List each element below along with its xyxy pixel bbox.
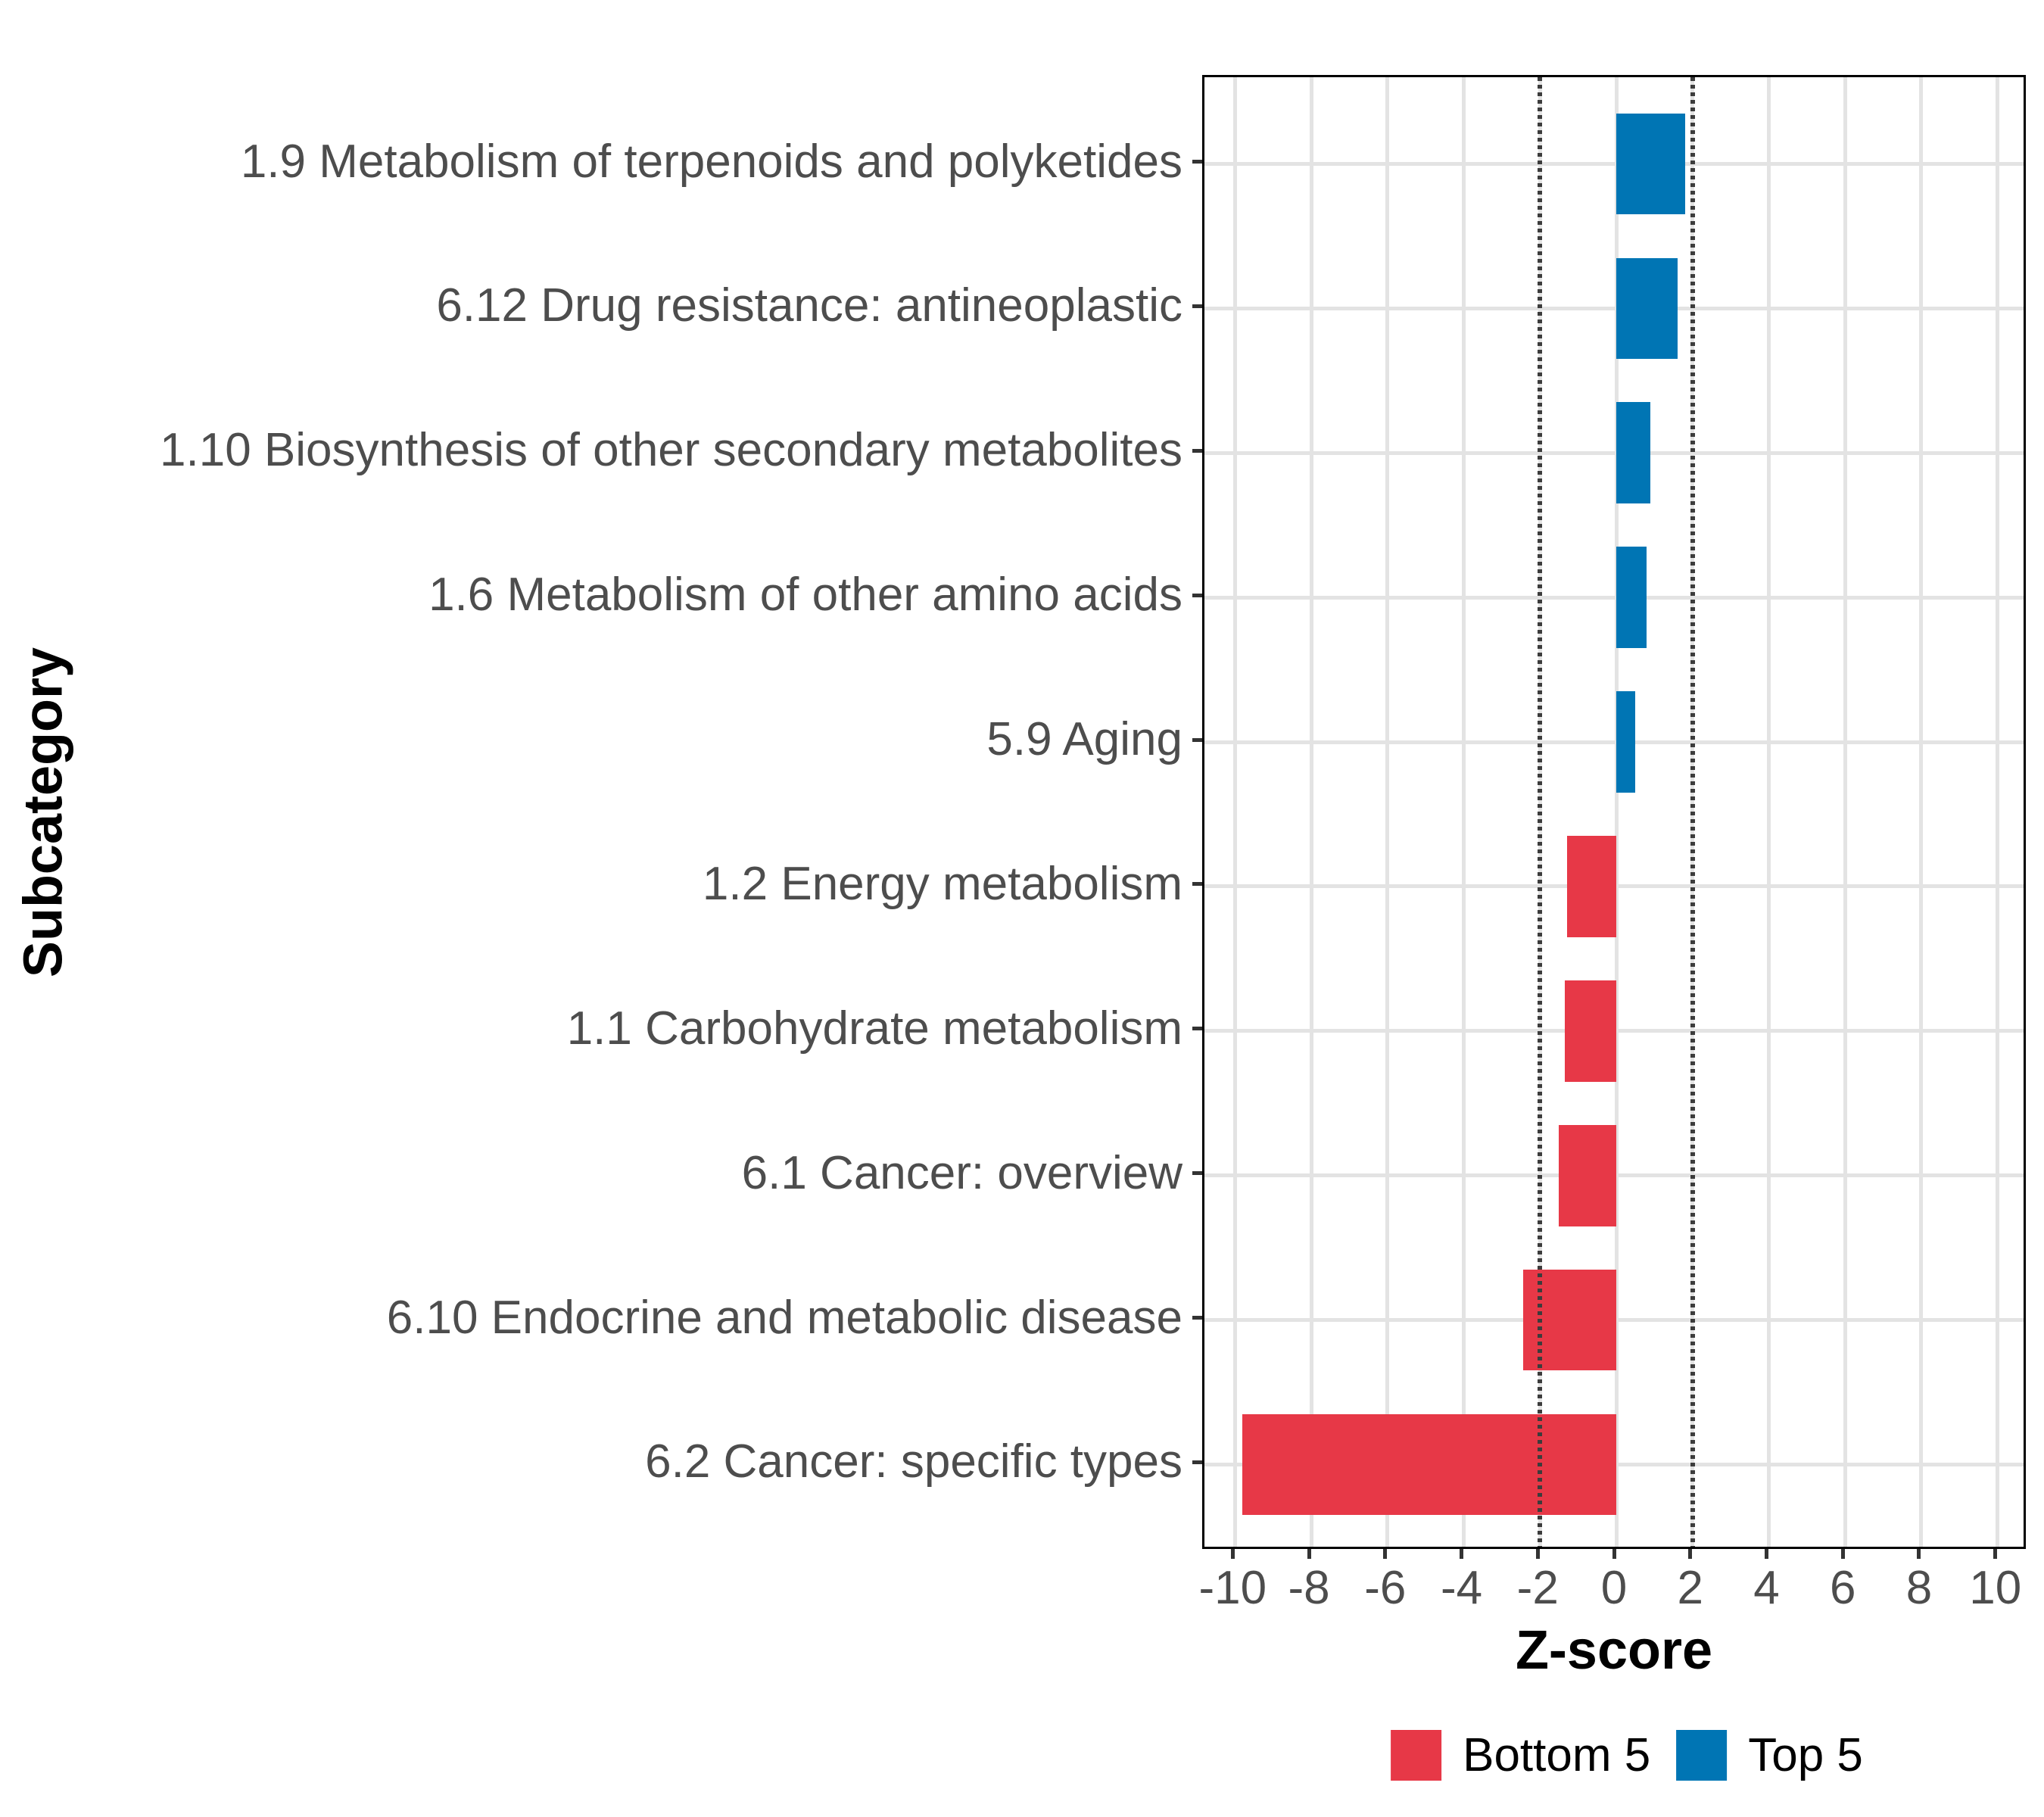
x-tick-mark [1535, 1549, 1540, 1559]
gridline-horizontal [1204, 162, 2024, 167]
legend: Bottom 5 Top 5 [1391, 1728, 1863, 1781]
gridline-horizontal [1204, 306, 2024, 310]
x-tick-mark [1230, 1549, 1235, 1559]
gridline-vertical [1614, 77, 1619, 1547]
plot-panel [1202, 75, 2026, 1549]
reference-line [1690, 77, 1695, 1547]
bar [1522, 1269, 1616, 1371]
legend-label: Bottom 5 [1463, 1728, 1651, 1781]
y-tick-label: 6.10 Endocrine and metabolic disease [386, 1291, 1182, 1344]
gridline-vertical [1919, 77, 1924, 1547]
x-tick-mark [1840, 1549, 1845, 1559]
x-tick-label: 8 [1905, 1562, 1933, 1614]
bar [1616, 113, 1685, 215]
x-tick-label: 2 [1677, 1562, 1703, 1614]
legend-item: Top 5 [1676, 1728, 1863, 1781]
x-tick-label: 0 [1600, 1562, 1628, 1614]
y-tick-mark [1192, 1460, 1202, 1464]
y-tick-label: 1.10 Biosynthesis of other secondary met… [160, 424, 1182, 477]
x-axis-title: Z-score [1515, 1620, 1713, 1681]
x-tick-label: -4 [1440, 1562, 1483, 1614]
bar [1242, 1413, 1616, 1516]
x-tick-mark [1993, 1549, 1998, 1559]
x-tick-label: -8 [1288, 1562, 1330, 1614]
y-tick-label: 6.2 Cancer: specific types [645, 1435, 1182, 1488]
bar [1616, 547, 1647, 648]
gridline-vertical [1843, 77, 1847, 1547]
legend-swatch-top-5-icon [1676, 1729, 1728, 1781]
bar [1565, 980, 1616, 1082]
x-tick-mark [1917, 1549, 1921, 1559]
x-tick-label: 10 [1969, 1562, 2022, 1614]
gridline-vertical [1766, 77, 1771, 1547]
bar [1559, 1124, 1616, 1226]
gridline-vertical [1309, 77, 1313, 1547]
gridline-vertical [1232, 77, 1237, 1547]
x-tick-label: 6 [1829, 1562, 1856, 1614]
gridline-vertical [1462, 77, 1466, 1547]
bar [1616, 402, 1651, 504]
y-tick-mark [1192, 1316, 1202, 1320]
y-tick-mark [1192, 448, 1202, 453]
y-tick-label: 6.1 Cancer: overview [741, 1146, 1182, 1199]
x-tick-mark [1307, 1549, 1311, 1559]
gridline-horizontal [1204, 740, 2024, 744]
y-tick-mark [1192, 1171, 1202, 1176]
x-tick-mark [1688, 1549, 1693, 1559]
x-tick-mark [1612, 1549, 1616, 1559]
y-tick-mark [1192, 1027, 1202, 1031]
x-tick-label: -2 [1516, 1562, 1559, 1614]
x-tick-mark [1460, 1549, 1464, 1559]
reference-line [1538, 77, 1543, 1547]
x-tick-label: -6 [1364, 1562, 1407, 1614]
y-tick-mark [1192, 593, 1202, 597]
gridline-vertical [1996, 77, 2000, 1547]
x-tick-label: 4 [1753, 1562, 1780, 1614]
x-tick-mark [1764, 1549, 1768, 1559]
y-tick-label: 5.9 Aging [986, 713, 1182, 766]
legend-swatch-bottom-5-icon [1391, 1729, 1442, 1781]
bar [1616, 691, 1636, 793]
y-tick-label: 1.6 Metabolism of other amino acids [428, 569, 1182, 622]
y-tick-mark [1192, 882, 1202, 887]
legend-item: Bottom 5 [1391, 1728, 1651, 1781]
bar [1616, 257, 1678, 360]
x-tick-mark [1383, 1549, 1388, 1559]
gridline-horizontal [1204, 595, 2024, 600]
y-tick-label: 1.2 Energy metabolism [702, 857, 1182, 910]
y-tick-mark [1192, 160, 1202, 164]
y-tick-label: 1.1 Carbohydrate metabolism [566, 1002, 1182, 1055]
bar [1566, 836, 1616, 937]
gridline-vertical [1385, 77, 1390, 1547]
y-tick-label: 6.12 Drug resistance: antineoplastic [436, 279, 1182, 332]
x-tick-label: -10 [1198, 1562, 1267, 1614]
legend-label: Top 5 [1748, 1728, 1863, 1781]
y-tick-label: 1.9 Metabolism of terpenoids and polyket… [240, 135, 1182, 188]
y-tick-mark [1192, 304, 1202, 308]
gridline-horizontal [1204, 450, 2024, 455]
y-tick-mark [1192, 737, 1202, 742]
